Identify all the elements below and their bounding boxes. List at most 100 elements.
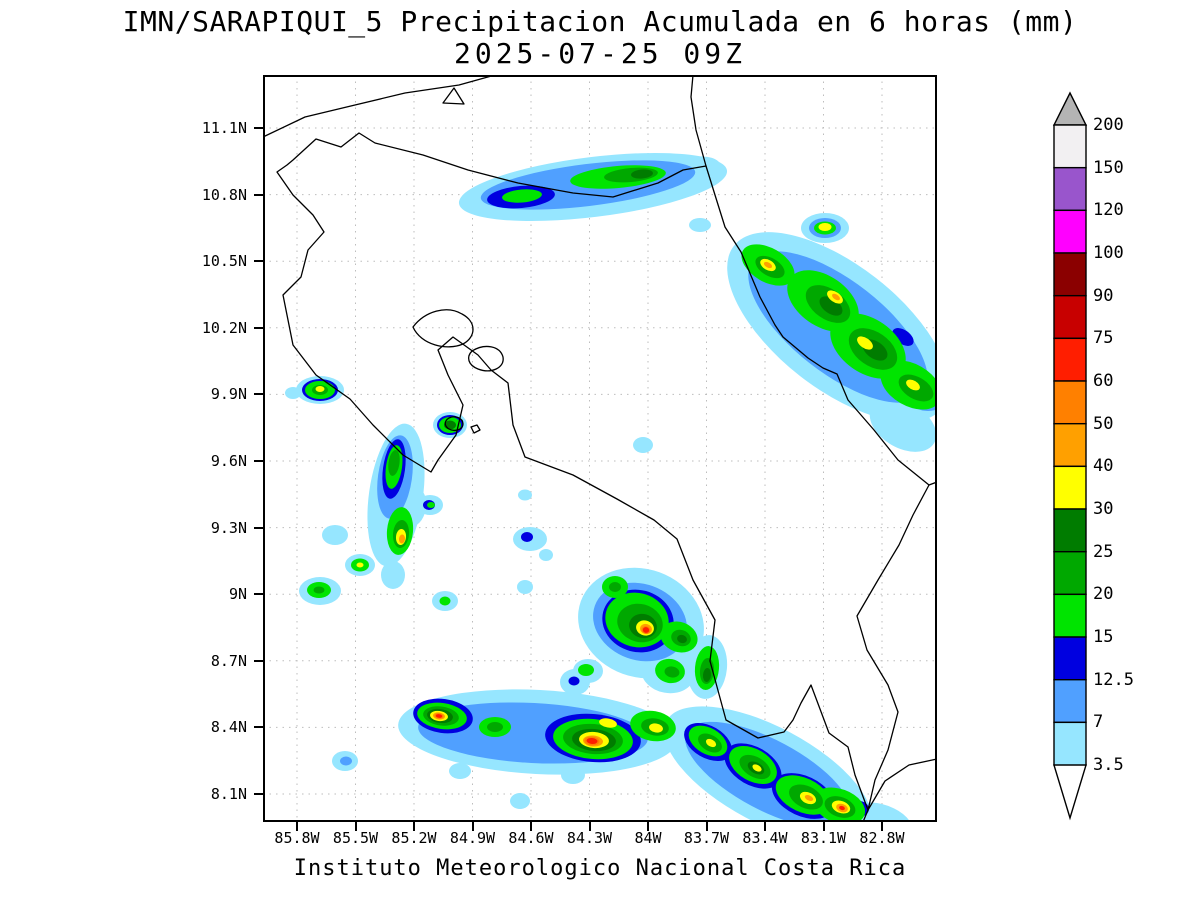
precip-cell xyxy=(763,261,773,269)
precip-cell xyxy=(642,627,650,633)
precip-cell xyxy=(398,534,406,544)
colorbar-segment xyxy=(1053,679,1087,724)
x-tick-mark xyxy=(588,822,591,831)
precip-cell xyxy=(517,580,533,594)
x-axis-label: 84.9W xyxy=(449,829,496,847)
precip-cell xyxy=(449,763,471,779)
x-axis-label: 83.1W xyxy=(800,829,847,847)
x-axis-label: 85.5W xyxy=(332,829,379,847)
precip-cell xyxy=(689,218,711,232)
precip-cell xyxy=(702,668,712,682)
x-tick-mark xyxy=(530,822,532,831)
x-tick-mark xyxy=(296,822,298,831)
y-tick-mark xyxy=(254,659,263,662)
x-tick-mark xyxy=(764,822,766,831)
y-axis-label: 10.5N xyxy=(201,252,247,271)
precip-cell xyxy=(677,634,687,644)
precipitation-shading xyxy=(285,152,937,822)
y-axis-label: 8.4N xyxy=(210,718,247,737)
colorbar xyxy=(1052,91,1088,821)
precip-cell xyxy=(804,795,814,801)
colorbar-label: 12.5 xyxy=(1093,669,1134,690)
y-tick-mark xyxy=(254,193,263,196)
inland-contour-2 xyxy=(467,345,504,372)
y-axis-label: 9.9N xyxy=(210,385,247,404)
map-plot-area xyxy=(263,75,937,822)
x-axis-label: 85.2W xyxy=(391,829,437,847)
nicaragua-caribbean-coast xyxy=(690,75,707,167)
x-axis-label: 83.7W xyxy=(683,829,730,847)
y-axis-label: 9N xyxy=(228,585,247,604)
precip-cell xyxy=(340,756,352,766)
colorbar-segment xyxy=(1053,721,1087,766)
colorbar-segment xyxy=(1053,551,1087,596)
colorbar-segment xyxy=(1053,593,1087,638)
y-tick-mark xyxy=(254,127,263,129)
y-tick-mark xyxy=(254,260,263,263)
colorbar-label: 90 xyxy=(1093,285,1114,306)
colorbar-segment xyxy=(1053,252,1087,297)
colorbar-label: 20 xyxy=(1093,584,1114,605)
colorbar-label: 100 xyxy=(1093,243,1124,263)
x-axis-label: 82.8W xyxy=(859,829,905,847)
y-axis-label: 10.2N xyxy=(201,318,247,337)
colorbar-label: 150 xyxy=(1093,157,1124,178)
lake-nicaragua-shore xyxy=(263,75,496,138)
x-tick-mark xyxy=(647,822,649,831)
precip-cell xyxy=(439,596,451,606)
precip-cell xyxy=(381,561,405,589)
colorbar-label: 30 xyxy=(1093,499,1114,520)
precip-cell xyxy=(869,398,937,452)
y-tick-mark xyxy=(254,326,263,329)
precip-cell xyxy=(839,805,845,811)
x-tick-mark xyxy=(354,822,357,831)
x-axis-label: 84W xyxy=(634,829,662,847)
x-axis-label: 84.6W xyxy=(508,829,554,847)
precip-cell xyxy=(518,489,532,501)
precip-cell xyxy=(356,562,364,568)
precip-cell xyxy=(487,722,503,732)
precip-cell xyxy=(752,764,762,772)
y-tick-mark xyxy=(254,793,263,795)
map-frame xyxy=(263,75,937,822)
inland-contour-1 xyxy=(412,309,474,348)
colorbar-segment xyxy=(1053,380,1087,425)
colorbar-segment xyxy=(1053,636,1087,681)
y-tick-mark xyxy=(254,593,263,596)
page-subtitle-date: 2025-07-25 09Z xyxy=(453,37,746,70)
panama-pacific-coast xyxy=(867,758,937,811)
colorbar-segment xyxy=(1053,465,1087,510)
y-axis-label: 8.7N xyxy=(210,651,247,670)
precip-cell xyxy=(578,664,594,676)
precip-cell xyxy=(609,582,621,592)
precip-cell xyxy=(539,549,553,561)
map-frame-border xyxy=(263,75,937,822)
coastlines xyxy=(263,75,937,822)
precip-cell xyxy=(427,502,435,508)
precip-cell xyxy=(818,223,832,231)
y-tick-mark xyxy=(254,726,263,729)
colorbar-label: 75 xyxy=(1093,328,1114,349)
precip-cell xyxy=(857,336,873,350)
precip-cell xyxy=(313,586,325,594)
colorbar-label: 50 xyxy=(1093,413,1114,434)
colorbar-label: 200 xyxy=(1093,115,1124,135)
x-tick-mark xyxy=(881,822,883,831)
y-axis-label: 10.8N xyxy=(201,185,247,204)
precip-cell xyxy=(502,189,542,203)
precip-cell xyxy=(586,737,598,745)
colorbar-label: 15 xyxy=(1093,627,1114,648)
precip-cell xyxy=(561,766,585,784)
x-axis-label: 83.4W xyxy=(742,829,788,847)
precip-cell xyxy=(664,666,680,678)
precip-cell xyxy=(521,532,533,542)
x-tick-mark xyxy=(822,822,825,831)
precip-cell xyxy=(631,169,653,179)
precip-cell xyxy=(832,293,840,301)
precip-cell xyxy=(315,386,325,392)
precip-cell xyxy=(568,676,580,686)
precip-cell xyxy=(388,450,400,476)
x-axis-label: 84.3W xyxy=(566,829,613,847)
colorbar-label: 3.5 xyxy=(1093,755,1124,776)
